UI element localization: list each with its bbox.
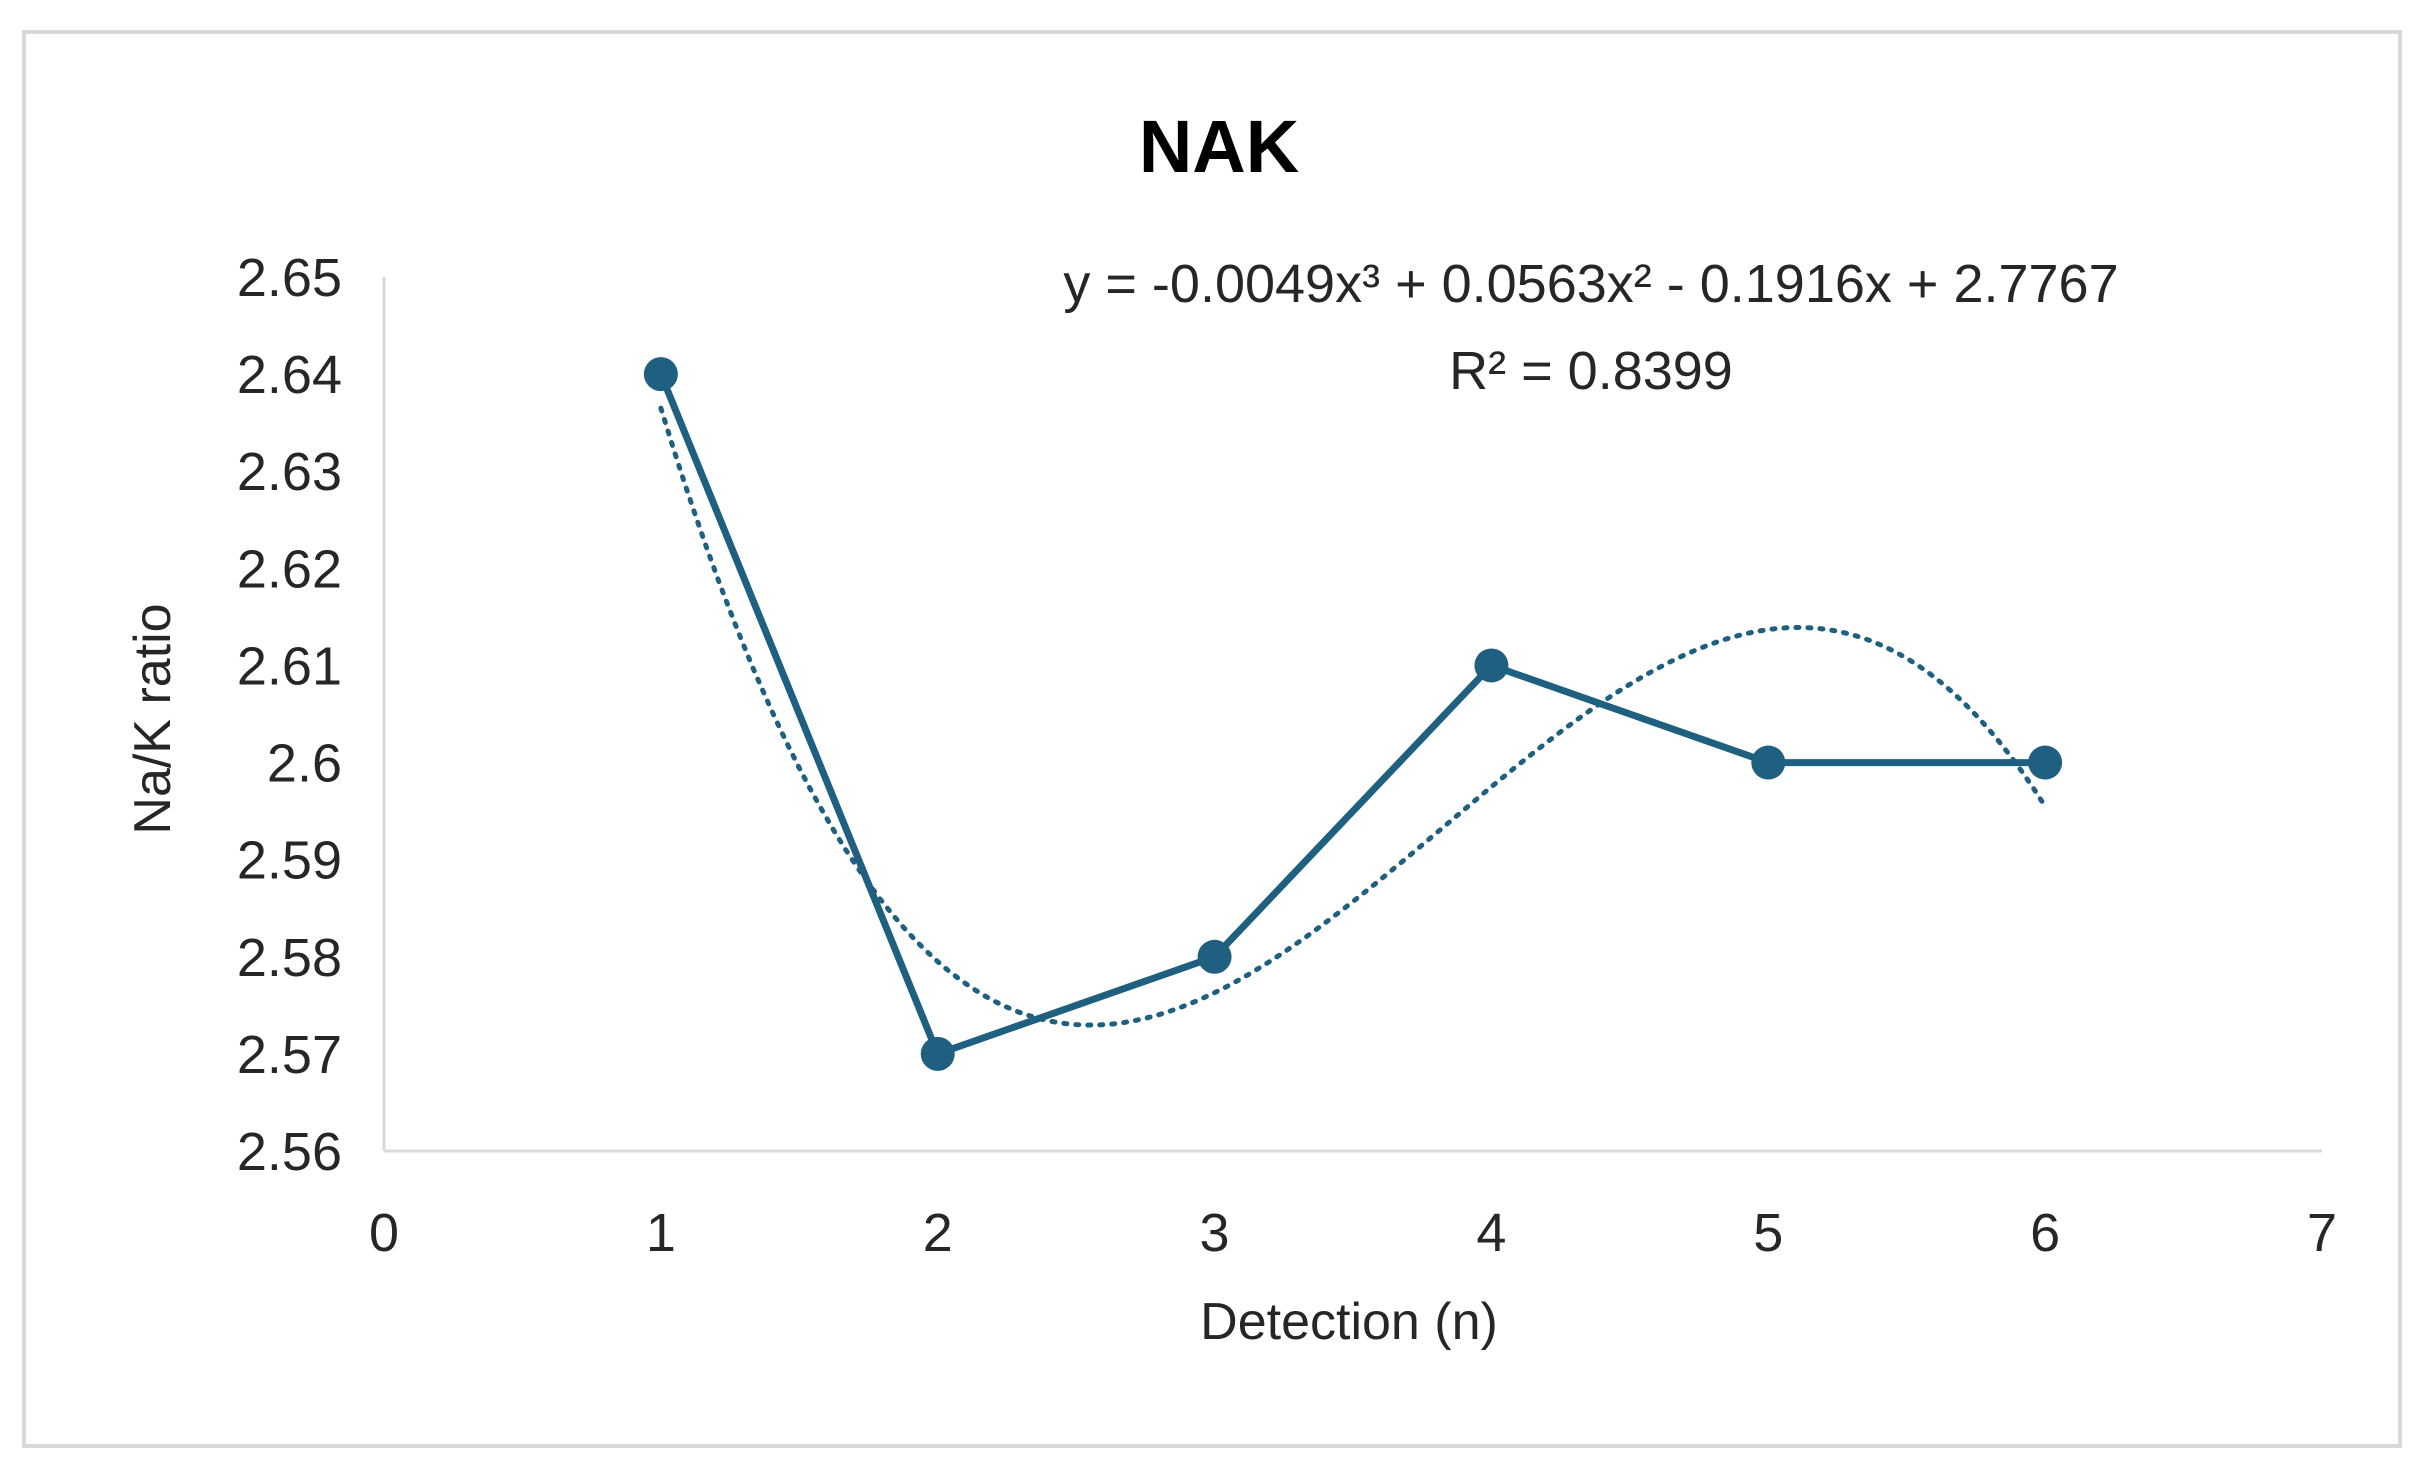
chart-title: NAK [1139, 105, 1299, 188]
trendline-r2: R² = 0.8399 [1449, 341, 1733, 401]
chart-plot: NAK y = -0.0049x³ + 0.0563x² - 0.1916x +… [124, 105, 2337, 1351]
y-tick-label: 2.59 [237, 831, 342, 891]
x-tick-label: 5 [1753, 1203, 1783, 1263]
y-tick-label: 2.65 [237, 248, 342, 308]
data-point [920, 1036, 955, 1071]
x-axis-title: Detection (n) [1200, 1293, 1498, 1351]
trendline-equation: y = -0.0049x³ + 0.0563x² - 0.1916x + 2.7… [1063, 254, 2118, 314]
y-tick-label: 2.64 [237, 345, 342, 405]
data-point [2028, 745, 2063, 780]
y-tick-label: 2.57 [237, 1025, 342, 1085]
x-tick-label: 0 [369, 1203, 399, 1263]
y-tick-label: 2.56 [237, 1122, 342, 1182]
data-point [1197, 939, 1232, 974]
y-axis-title: Na/K ratio [124, 603, 182, 834]
x-tick-label: 7 [2307, 1203, 2337, 1263]
chart-frame: NAK y = -0.0049x³ + 0.0563x² - 0.1916x +… [22, 30, 2402, 1448]
x-tick-label: 1 [646, 1203, 676, 1263]
y-tick-label: 2.58 [237, 928, 342, 988]
y-tick-label: 2.61 [237, 636, 342, 696]
data-points [643, 357, 2063, 1071]
x-tick-label: 4 [1476, 1203, 1506, 1263]
data-point [1474, 648, 1509, 683]
y-tick-label: 2.63 [237, 442, 342, 502]
x-tick-label: 2 [923, 1203, 953, 1263]
y-axis-ticks: 2.56 2.57 2.58 2.59 2.6 2.61 2.62 2.63 2.64 2.65 [237, 248, 342, 1182]
trendline-path [658, 405, 2048, 1028]
data-point [643, 357, 678, 392]
x-tick-label: 3 [1200, 1203, 1230, 1263]
series-line [657, 372, 2046, 1058]
x-axis-ticks: 0 1 2 3 4 5 6 7 [369, 1203, 2337, 1263]
y-tick-label: 2.62 [237, 539, 342, 599]
data-point [1751, 745, 1786, 780]
y-tick-label: 2.6 [267, 734, 342, 794]
x-tick-label: 6 [2030, 1203, 2060, 1263]
